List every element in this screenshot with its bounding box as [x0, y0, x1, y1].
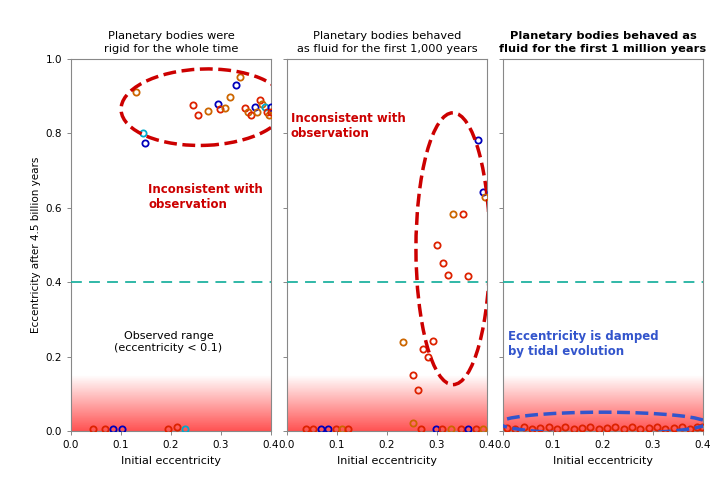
X-axis label: Initial eccentricity: Initial eccentricity [337, 456, 437, 466]
Title: Planetary bodies behaved as
fluid for the first 1 million years: Planetary bodies behaved as fluid for th… [499, 31, 706, 54]
Title: Planetary bodies behaved
as fluid for the first 1,000 years: Planetary bodies behaved as fluid for th… [297, 31, 477, 54]
Text: Inconsistent with
observation: Inconsistent with observation [148, 183, 263, 211]
X-axis label: Initial eccentricity: Initial eccentricity [553, 456, 653, 466]
Text: Inconsistent with
observation: Inconsistent with observation [291, 112, 405, 140]
X-axis label: Initial eccentricity: Initial eccentricity [121, 456, 221, 466]
Title: Planetary bodies were
rigid for the whole time: Planetary bodies were rigid for the whol… [104, 31, 238, 54]
Y-axis label: Eccentricity after 4.5 billion years: Eccentricity after 4.5 billion years [31, 157, 41, 333]
Text: Observed range
(eccentricity < 0.1): Observed range (eccentricity < 0.1) [114, 331, 222, 353]
Text: Eccentricity is damped
by tidal evolution: Eccentricity is damped by tidal evolutio… [508, 330, 659, 358]
